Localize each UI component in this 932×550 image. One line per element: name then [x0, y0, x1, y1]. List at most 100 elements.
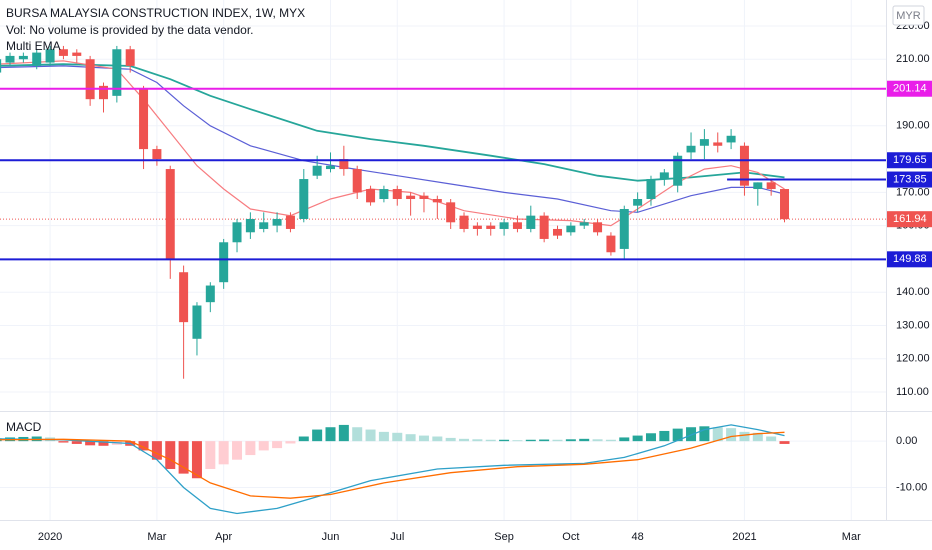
histogram-bar	[285, 441, 296, 444]
candle-body	[646, 179, 656, 200]
candle-body	[139, 89, 149, 150]
marks	[0, 45, 886, 515]
candle-body	[5, 55, 15, 63]
candle-body	[633, 199, 643, 206]
price-badge	[887, 152, 932, 169]
y-tick-label: -10.00	[896, 481, 927, 493]
candle-body	[499, 222, 509, 229]
histogram-bar	[539, 439, 550, 442]
candle-body	[713, 142, 723, 146]
histogram-bar	[405, 434, 416, 442]
candle-body	[739, 145, 749, 186]
price-badge-label: 201.14	[893, 83, 927, 95]
currency-label[interactable]: MYR	[896, 10, 921, 22]
candle-body	[526, 215, 536, 229]
candle-body	[165, 169, 175, 259]
y-tick-label: 140.00	[896, 286, 930, 298]
histogram-bar	[58, 441, 69, 443]
candle-body	[85, 59, 95, 100]
histogram-bar	[325, 427, 336, 442]
histogram-bar	[178, 441, 189, 474]
candle-body	[125, 49, 135, 66]
histogram-bar	[752, 432, 763, 442]
histogram-bar	[418, 435, 429, 442]
y-tick-label: 190.00	[896, 120, 930, 132]
histogram-bar	[352, 427, 363, 442]
x-tick-label: 2021	[732, 531, 756, 543]
candle-body	[472, 225, 482, 229]
candle-body	[446, 202, 456, 223]
price-badge-label: 173.85	[893, 173, 927, 185]
chart-subtitle: Vol: No volume is provided by the data v…	[6, 23, 253, 37]
candle-body	[152, 149, 162, 160]
candle-body	[18, 55, 28, 60]
price-badge-label: 161.94	[893, 213, 927, 225]
x-tick-label: Mar	[147, 531, 166, 543]
candle-body	[432, 199, 442, 203]
candle-body	[780, 189, 790, 220]
histogram-bar	[605, 439, 616, 442]
overlay: 201.14 179.65 173.85 149.88 161.94 2020 Mar Apr…	[38, 80, 932, 543]
candle-body	[579, 222, 589, 226]
histogram-bar	[338, 424, 349, 442]
histogram-bar	[138, 441, 149, 451]
candle-body	[459, 215, 469, 229]
histogram-bar	[218, 441, 229, 465]
histogram-bar	[485, 439, 496, 442]
histogram-bar	[699, 426, 710, 442]
y-tick-label: 170.00	[896, 186, 930, 198]
histogram-bar	[272, 441, 283, 449]
x-tick-label: Sep	[494, 531, 514, 543]
price-badge	[887, 251, 932, 268]
candle-body	[219, 242, 229, 283]
candle-body	[699, 139, 709, 146]
histogram-bar	[632, 435, 643, 442]
histogram-bar	[378, 431, 389, 442]
x-tick-label: Jul	[390, 531, 404, 543]
histogram-bar	[365, 429, 376, 442]
histogram-bar	[245, 441, 256, 456]
y-tick-label: 210.00	[896, 53, 930, 65]
x-tick-label: Jun	[322, 531, 340, 543]
candle-body	[98, 85, 108, 100]
candle-body	[45, 49, 55, 63]
candle-body	[259, 222, 269, 229]
candle-body	[419, 195, 429, 200]
histogram-bar	[71, 441, 82, 444]
histogram-bar	[659, 430, 670, 442]
candle-body	[406, 195, 416, 200]
candle-body	[32, 52, 42, 66]
candle-body	[245, 218, 255, 233]
histogram-bar	[98, 441, 109, 446]
histogram-bar	[298, 436, 309, 442]
histogram-bar	[552, 439, 563, 442]
histogram-bar	[205, 441, 216, 469]
candle-body	[0, 59, 2, 73]
histogram-bar	[779, 441, 790, 444]
candle-body	[339, 159, 349, 170]
candle-body	[299, 179, 309, 219]
candle-body	[486, 225, 496, 229]
indicator-label: Multi EMA	[6, 39, 61, 53]
price-badge	[887, 211, 932, 228]
candle-body	[232, 222, 242, 243]
histogram-bar	[151, 441, 162, 460]
currency-badge[interactable]	[892, 5, 925, 26]
histogram-bar	[472, 439, 483, 442]
candle-body	[392, 189, 402, 200]
macd-line	[0, 431, 785, 499]
ema-line	[0, 65, 785, 213]
candle-body	[285, 215, 295, 229]
candle-body	[272, 218, 282, 226]
histogram-bar	[191, 441, 202, 479]
x-tick-label: 48	[632, 531, 644, 543]
y-tick-label: 0.00	[896, 435, 917, 447]
histogram-bar	[525, 439, 536, 442]
ema-line	[0, 60, 785, 227]
x-tick-label: 2020	[38, 531, 62, 543]
histogram-bar	[726, 428, 737, 442]
y-tick-label: 120.00	[896, 353, 930, 365]
histogram-bar	[445, 437, 456, 442]
histogram-bar	[512, 440, 523, 442]
